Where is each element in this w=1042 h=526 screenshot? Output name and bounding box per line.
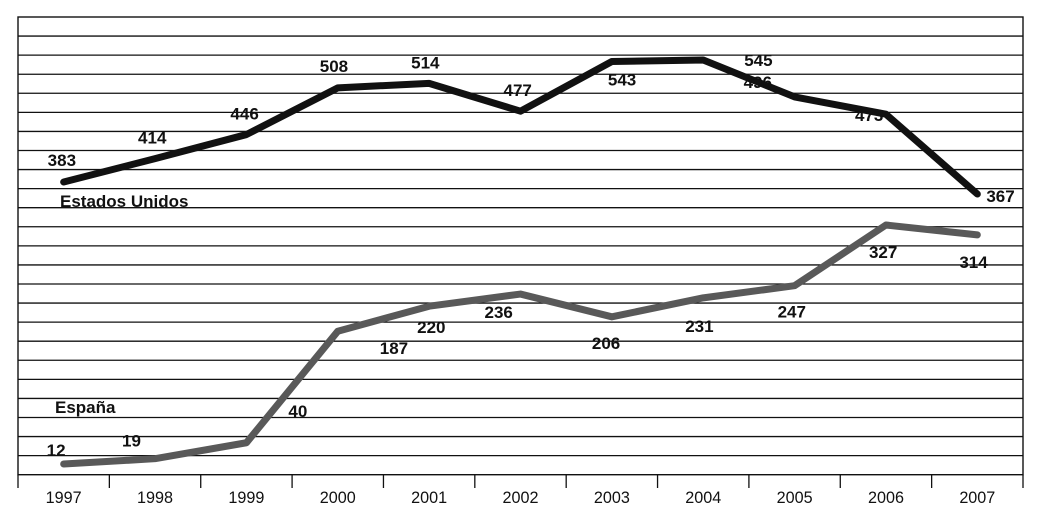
data-label-estados-unidos: 367 xyxy=(986,187,1014,206)
data-label-estados-unidos: 414 xyxy=(138,129,167,148)
x-axis-label: 2003 xyxy=(594,488,630,507)
x-axis-label: 2005 xyxy=(777,488,813,507)
data-label-espana: 40 xyxy=(288,402,307,421)
x-axis-label: 2002 xyxy=(503,488,539,507)
data-label-estados-unidos: 473 xyxy=(855,106,883,125)
data-labels-espana: 12 19 40 187 220 236 206 231 247 327 314 xyxy=(47,243,989,460)
x-axis-label: 1999 xyxy=(228,488,264,507)
data-label-estados-unidos: 543 xyxy=(608,71,636,90)
data-label-estados-unidos: 508 xyxy=(320,57,348,76)
data-label-estados-unidos: 477 xyxy=(504,81,532,100)
x-axis-ticks xyxy=(17,474,1024,488)
data-label-estados-unidos: 446 xyxy=(230,105,258,124)
x-axis-label: 1998 xyxy=(137,488,173,507)
data-label-espana: 247 xyxy=(778,303,806,322)
data-label-espana: 206 xyxy=(592,334,620,353)
data-label-espana: 327 xyxy=(869,243,897,262)
plot-frame xyxy=(17,16,1024,476)
series-label-estados-unidos: Estados Unidos xyxy=(60,192,188,211)
data-label-espana: 231 xyxy=(685,317,713,336)
data-label-estados-unidos: 514 xyxy=(411,53,440,72)
series-line-estados-unidos xyxy=(60,56,981,198)
x-axis-labels: 1997 1998 1999 2000 2001 2002 2003 2004 2005 2006… xyxy=(46,488,996,507)
data-labels-estados-unidos: 383 414 446 508 514 477 543 545 496 473 367 xyxy=(48,51,1015,206)
x-axis-label: 2007 xyxy=(959,488,995,507)
x-axis-label: 2000 xyxy=(320,488,356,507)
data-label-espana: 314 xyxy=(959,253,988,272)
series-label-espana: España xyxy=(55,398,116,417)
horizontal-gridlines xyxy=(18,35,1023,457)
data-label-espana: 187 xyxy=(380,339,408,358)
data-label-espana: 12 xyxy=(47,441,66,460)
data-label-estados-unidos: 496 xyxy=(744,73,772,92)
x-axis-label: 2006 xyxy=(868,488,904,507)
data-label-espana: 19 xyxy=(122,432,141,451)
data-label-estados-unidos: 545 xyxy=(744,51,772,70)
series-line-espana xyxy=(60,221,981,468)
x-axis-label: 2004 xyxy=(685,488,721,507)
x-axis-label: 1997 xyxy=(46,488,82,507)
data-label-espana: 236 xyxy=(485,303,513,322)
data-label-espana: 220 xyxy=(417,318,445,337)
x-axis-label: 2001 xyxy=(411,488,447,507)
data-label-estados-unidos: 383 xyxy=(48,151,76,170)
